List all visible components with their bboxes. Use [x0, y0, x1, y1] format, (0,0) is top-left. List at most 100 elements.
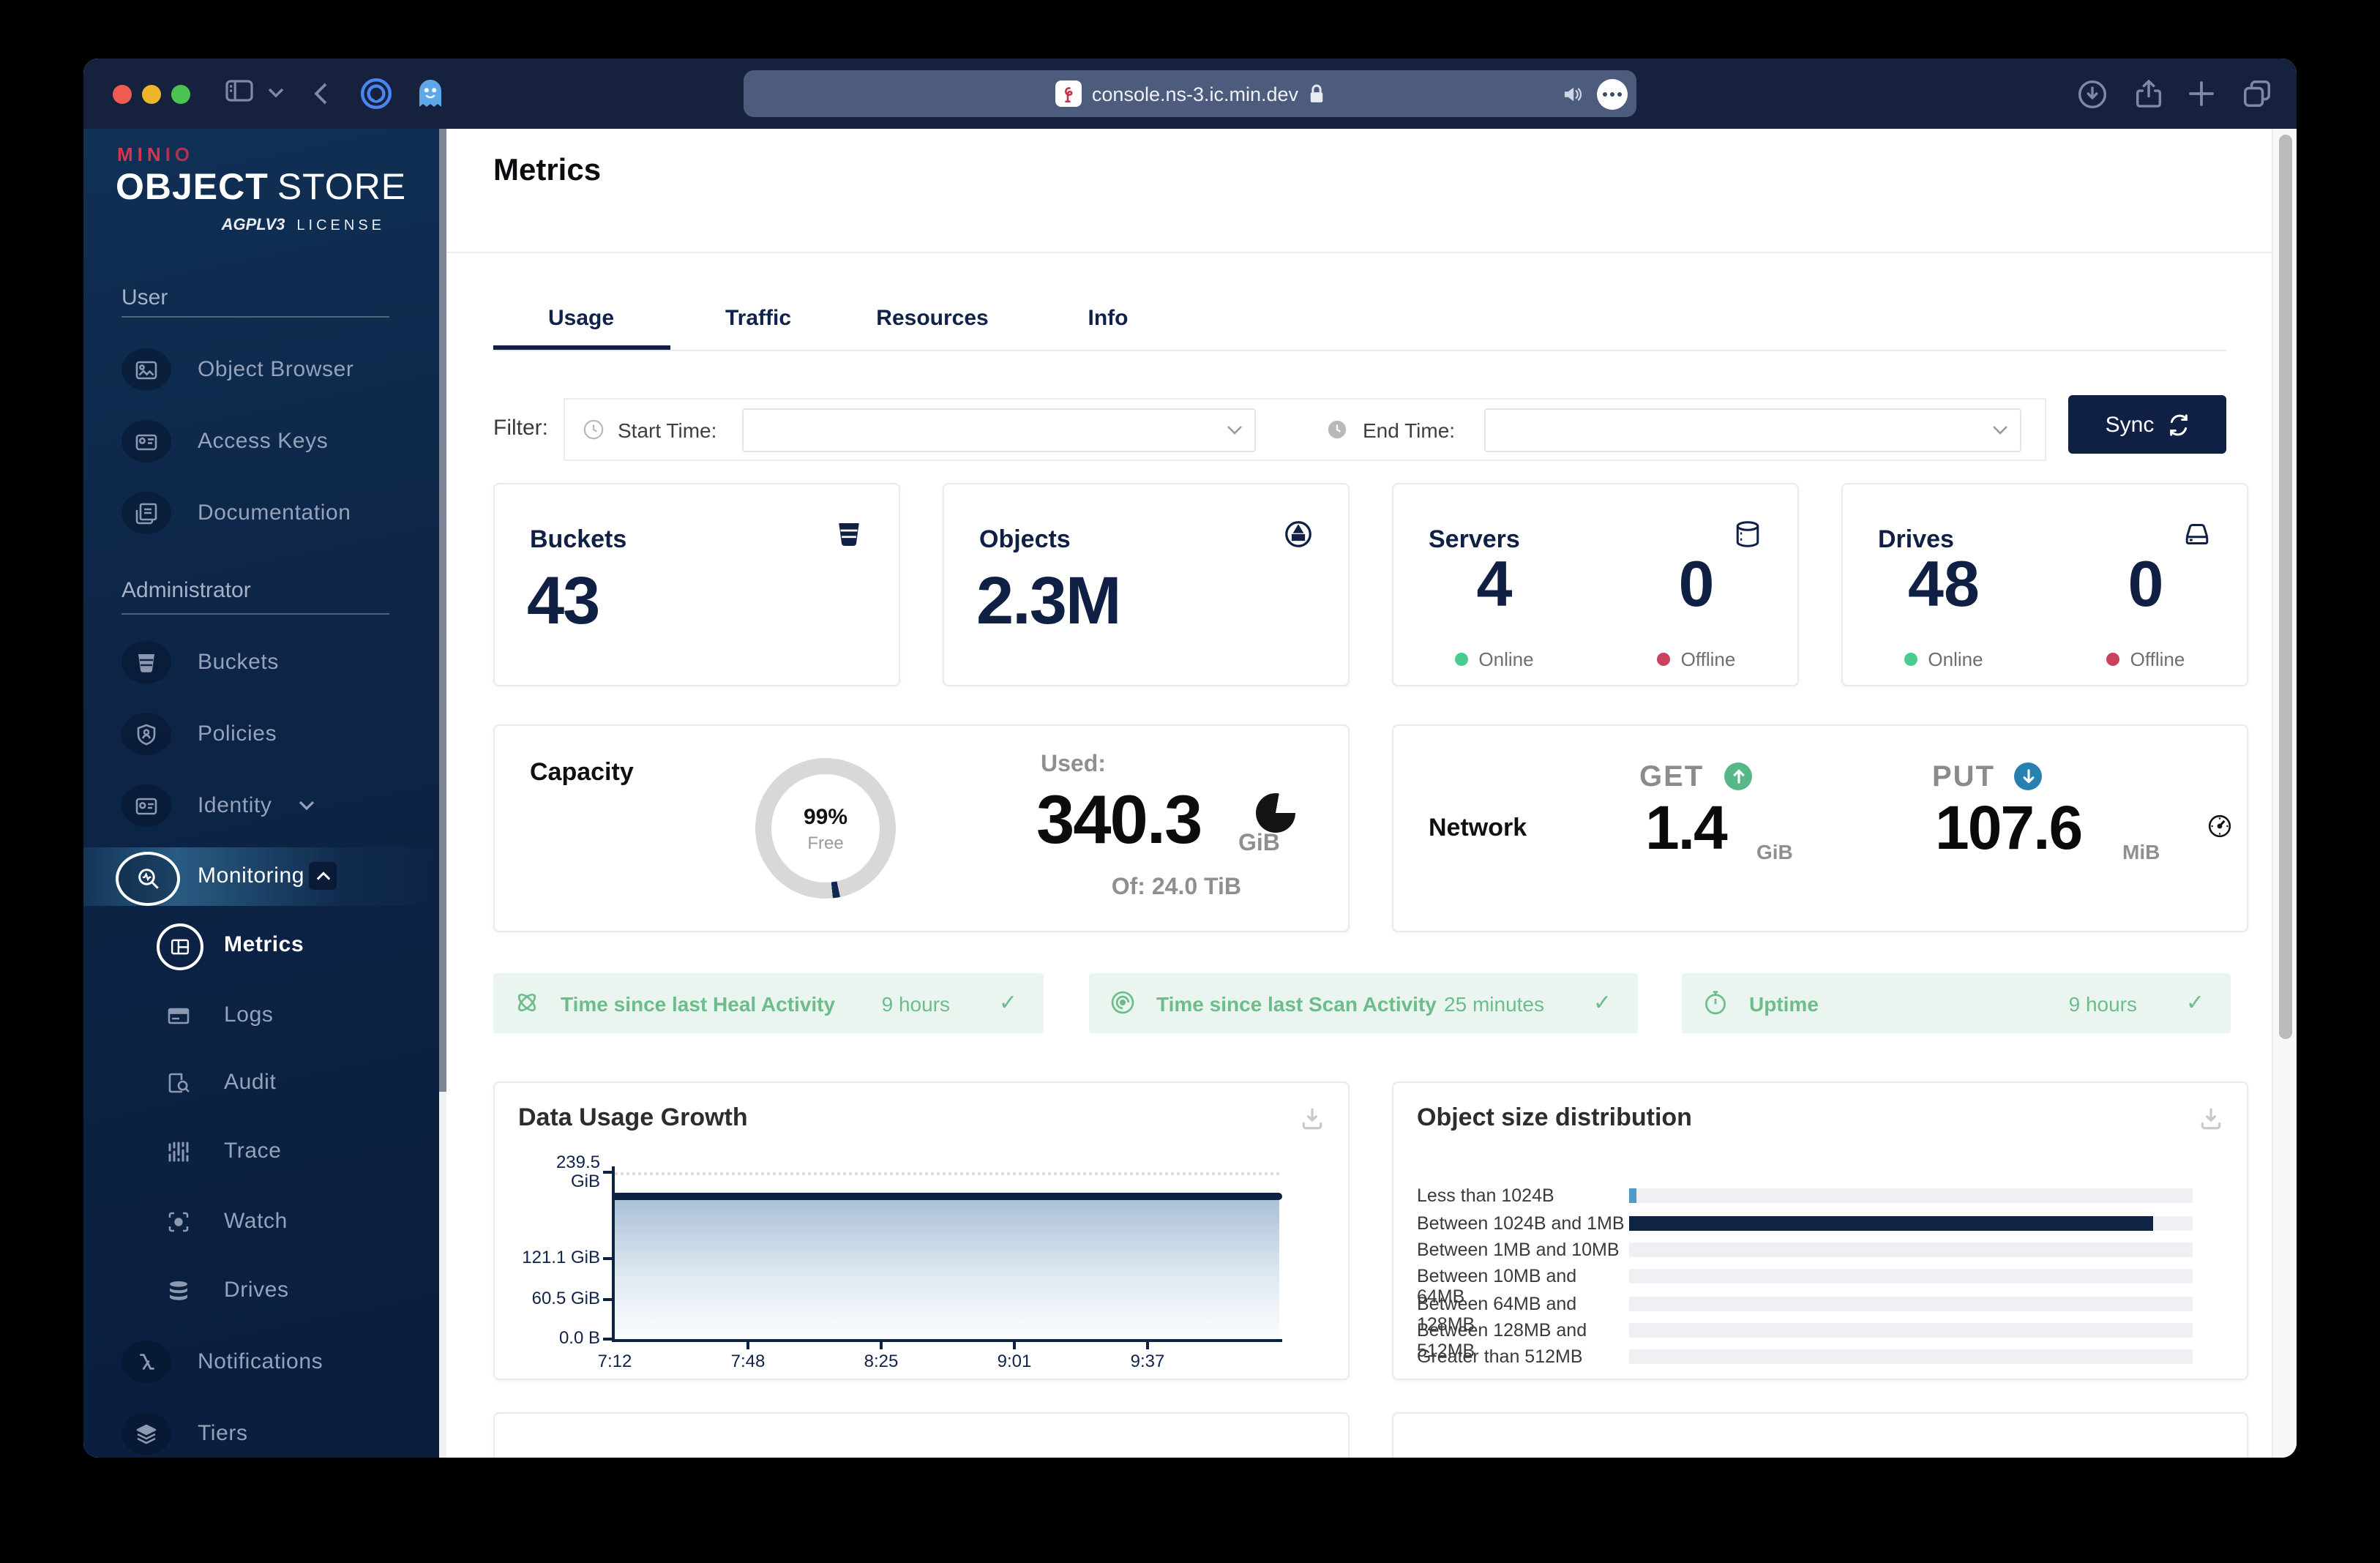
- offline-dot: [2106, 653, 2120, 666]
- content-scrollbar-thumb[interactable]: [2279, 135, 2292, 1039]
- sidebar-scrollbar[interactable]: [439, 129, 446, 1458]
- sidebar-item-buckets[interactable]: Buckets: [83, 634, 439, 692]
- tab-info[interactable]: Info: [1088, 306, 1129, 331]
- sidebar-item-tiers[interactable]: Tiers: [83, 1405, 439, 1458]
- sidebar-item-monitoring[interactable]: Monitoring: [83, 847, 439, 906]
- online-dot: [1455, 653, 1469, 666]
- sidebar-item-notifications[interactable]: Notifications: [83, 1333, 439, 1392]
- get-value: 1.4: [1645, 793, 1728, 862]
- bar-segment: [1629, 1188, 1636, 1203]
- download-chart-button[interactable]: [1300, 1106, 1325, 1131]
- collapse-monitoring-button[interactable]: [309, 862, 337, 890]
- drives-online-count: 48: [1908, 549, 1980, 621]
- object-browser-icon: [121, 348, 171, 391]
- object-size-distribution-card: Object size distribution Less than 1024B…: [1392, 1082, 2248, 1380]
- heal-icon: [514, 989, 540, 1016]
- sidebar-item-identity[interactable]: Identity: [83, 777, 439, 836]
- start-time-select[interactable]: [742, 408, 1256, 452]
- sidebar-item-documentation[interactable]: Documentation: [83, 484, 439, 543]
- x-tick: 8:25: [864, 1351, 899, 1371]
- sidebar-toggle-icon[interactable]: [225, 79, 253, 102]
- sync-button[interactable]: Sync: [2068, 395, 2226, 454]
- chart-title: Object size distribution: [1417, 1103, 1692, 1131]
- sidebar-item-metrics[interactable]: Metrics: [83, 916, 439, 975]
- tab-resources[interactable]: Resources: [876, 306, 989, 331]
- bar-track: [1629, 1323, 2193, 1338]
- sidebar-scrollbar-thumb[interactable]: [439, 129, 446, 1092]
- active-tab-indicator: [493, 345, 670, 350]
- bar-track: [1629, 1349, 2193, 1364]
- x-axis: [612, 1339, 1282, 1342]
- tiers-icon: [121, 1412, 171, 1455]
- servers-card: Servers 4 0 Online Offline: [1392, 483, 1799, 686]
- onepassword-extension-icon[interactable]: [360, 78, 392, 110]
- monitoring-icon: [116, 852, 180, 906]
- sidebar-item-watch[interactable]: Watch: [83, 1193, 439, 1251]
- divider: [121, 316, 389, 318]
- close-window-button[interactable]: [113, 85, 132, 104]
- downloads-button[interactable]: [2077, 79, 2108, 110]
- buckets-card: Buckets 43: [493, 483, 900, 686]
- y-tick-max: 239.5 GiB: [555, 1152, 600, 1191]
- servers-offline-count: 0: [1678, 549, 1715, 621]
- chevron-down-icon: [299, 801, 315, 811]
- object-store-logo: OBJECT STORE: [116, 167, 407, 208]
- area-fill: [615, 1199, 1279, 1339]
- get-up-arrow-icon: [1724, 762, 1752, 790]
- servers-icon: [1733, 520, 1762, 549]
- buckets-count: 43: [527, 562, 600, 638]
- bucket-icon: [834, 520, 864, 549]
- back-button[interactable]: [313, 82, 328, 105]
- servers-online-count: 4: [1476, 549, 1513, 621]
- heal-activity-bar: Time since last Heal Activity 9 hours ✓: [493, 973, 1044, 1033]
- uptime-bar: Uptime 9 hours ✓: [1682, 973, 2231, 1033]
- sidebar-item-object-browser[interactable]: Object Browser: [83, 341, 439, 400]
- identity-icon: [121, 784, 171, 827]
- audit-icon: [167, 1071, 190, 1095]
- address-bar[interactable]: console.ns-3.ic.min.dev: [744, 70, 1636, 117]
- put-down-arrow-icon: [2014, 762, 2042, 790]
- x-tick: 7:48: [730, 1351, 766, 1371]
- content-scrollbar[interactable]: [2272, 129, 2297, 1458]
- put-label: PUT: [1932, 761, 1995, 793]
- scan-icon: [1109, 989, 1136, 1016]
- bar-track: [1629, 1216, 2193, 1231]
- sidebar-item-logs[interactable]: Logs: [83, 986, 439, 1045]
- sidebar-item-access-keys[interactable]: Access Keys: [83, 413, 439, 471]
- sidebar-item-trace[interactable]: Trace: [83, 1122, 439, 1181]
- download-chart-button[interactable]: [2198, 1106, 2223, 1131]
- sidebar-item-audit[interactable]: Audit: [83, 1054, 439, 1112]
- capacity-free-percent: 99%: [803, 804, 848, 829]
- minimize-window-button[interactable]: [142, 85, 161, 104]
- end-time-select[interactable]: [1484, 408, 2021, 452]
- objects-card: Objects 2.3M: [943, 483, 1350, 686]
- mute-icon[interactable]: [1562, 70, 1584, 117]
- share-button[interactable]: [2134, 79, 2163, 110]
- sidebar-chevron-down-icon[interactable]: [268, 88, 284, 98]
- sidebar-item-policies[interactable]: Policies: [83, 705, 439, 764]
- bar-track: [1629, 1242, 2193, 1257]
- divider: [121, 613, 389, 615]
- zoom-window-button[interactable]: [171, 85, 190, 104]
- agpl-badge: AGPLV3: [221, 217, 285, 234]
- page-settings-button[interactable]: [1597, 70, 1628, 117]
- sidebar-item-drives[interactable]: Drives: [83, 1262, 439, 1320]
- online-dot: [1904, 653, 1918, 666]
- ghostery-extension-icon[interactable]: [417, 78, 444, 108]
- start-time-label: Start Time:: [618, 419, 717, 442]
- url-text: console.ns-3.ic.min.dev: [1091, 83, 1299, 105]
- tab-usage[interactable]: Usage: [547, 306, 615, 331]
- check-icon: ✓: [998, 991, 1017, 1016]
- chart-title: Data Usage Growth: [518, 1103, 748, 1131]
- tab-overview-button[interactable]: [2242, 79, 2272, 108]
- y-axis: [612, 1166, 615, 1342]
- capacity-donut: 99% Free: [755, 758, 896, 899]
- lock-icon: [1309, 83, 1325, 104]
- header-divider: [446, 252, 2297, 253]
- objects-count: 2.3M: [976, 562, 1122, 638]
- chevron-down-icon: [1992, 424, 2007, 438]
- tab-traffic[interactable]: Traffic: [725, 306, 792, 331]
- offline-dot: [1657, 653, 1671, 666]
- speedometer-icon: [2207, 814, 2232, 839]
- new-tab-button[interactable]: [2187, 79, 2216, 108]
